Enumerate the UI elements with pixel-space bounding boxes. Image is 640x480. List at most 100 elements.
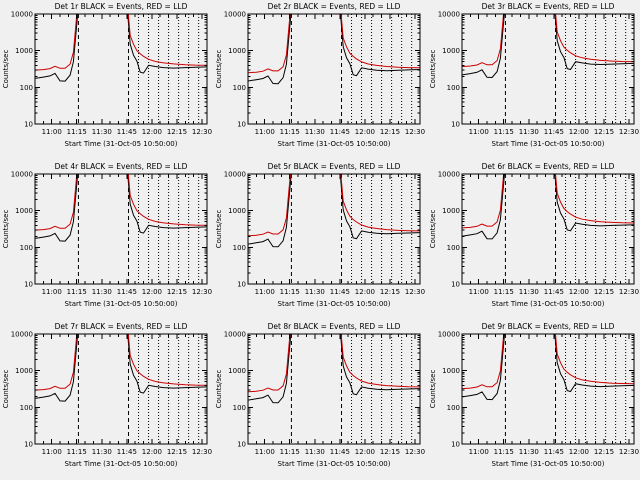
x-tick-label: 12:15 [380,288,400,296]
panel-title: Det 6r BLACK = Events, RED = LLD [481,162,614,171]
panel-title: Det 2r BLACK = Events, RED = LLD [268,2,401,11]
y-axis-label: Counts/sec [215,370,223,409]
x-tick-label: 11:15 [493,288,513,296]
y-tick-label: 100 [446,84,459,92]
x-tick-label: 12:15 [167,448,187,456]
plot-area [461,174,634,284]
x-tick-label: 12:30 [619,448,639,456]
x-axis-label: Start Time (31-Oct-05 10:50:00) [278,460,391,468]
y-tick-label: 1000 [229,367,247,375]
y-tick-label: 100 [233,84,246,92]
x-tick-label: 11:00 [468,288,488,296]
plot-area [35,174,207,284]
y-tick-label: 10 [237,121,246,129]
chart-panel-det-4r: 11:00 11:15 11:30 11:45 12:00 12:15 12:30 10 100… [0,160,213,320]
y-tick-label: 100 [446,244,459,252]
x-tick-label: 12:15 [380,448,400,456]
events-line [248,174,421,248]
y-tick-label: 10000 [224,331,246,339]
y-tick-label: 10000 [11,11,33,19]
y-tick-label: 10 [451,121,460,129]
x-tick-label: 11:00 [255,128,275,136]
events-line [248,14,421,85]
panel-title: Det 3r BLACK = Events, RED = LLD [481,2,614,11]
plot-area [461,14,634,124]
x-axis-label: Start Time (31-Oct-05 10:50:00) [278,140,391,148]
x-tick-label: 12:15 [167,128,187,136]
y-axis-label: Counts/sec [215,50,223,89]
y-tick-label: 100 [20,84,33,92]
x-tick-label: 11:00 [468,448,488,456]
axis-box [34,173,208,285]
x-tick-label: 11:30 [518,288,538,296]
plot-svg: 11:00 11:15 11:30 11:45 12:00 12:15 12:30 10 100… [429,2,639,148]
chart-panel-det-6r: 11:00 11:15 11:30 11:45 12:00 12:15 12:30 10 100… [427,160,640,320]
x-tick-label: 12:00 [568,128,588,136]
x-tick-label: 11:30 [305,448,325,456]
x-tick-label: 11:15 [280,448,300,456]
x-tick-label: 11:00 [255,448,275,456]
y-tick-label: 10 [24,441,33,449]
y-tick-label: 10 [451,441,460,449]
y-tick-label: 10000 [11,171,33,179]
chart-panel-det-1r: 11:00 11:15 11:30 11:45 12:00 12:15 12:30 10 100… [0,0,213,160]
x-tick-label: 12:00 [568,288,588,296]
x-tick-label: 11:15 [280,128,300,136]
x-tick-label: 12:30 [192,448,212,456]
plot-area [35,14,207,124]
y-tick-label: 1000 [15,367,33,375]
y-tick-label: 1000 [442,207,460,215]
axis-box [247,173,421,285]
y-axis-label: Counts/sec [2,370,10,409]
events-line [35,14,207,82]
x-tick-label: 11:30 [305,128,325,136]
x-tick-label: 11:30 [518,448,538,456]
y-tick-label: 10 [24,281,33,289]
x-tick-label: 11:00 [255,288,275,296]
x-tick-label: 11:00 [42,448,62,456]
x-tick-label: 12:30 [619,128,639,136]
y-tick-label: 100 [446,404,459,412]
x-tick-label: 11:15 [67,128,87,136]
y-tick-label: 10 [24,121,33,129]
x-tick-label: 12:30 [192,128,212,136]
lld-line [35,334,207,391]
plot-area [248,334,421,444]
y-axis-label: Counts/sec [429,370,437,409]
events-line [461,174,634,240]
axis-box [34,13,208,125]
x-axis-label: Start Time (31-Oct-05 10:50:00) [491,140,604,148]
plot-svg: 11:00 11:15 11:30 11:45 12:00 12:15 12:30 10 100… [429,162,639,308]
x-tick-label: 12:15 [594,448,614,456]
plot-area [248,174,421,284]
axis-box [461,333,635,445]
y-axis-label: Counts/sec [2,210,10,249]
events-line [35,334,207,402]
plot-svg: 11:00 11:15 11:30 11:45 12:00 12:15 12:30 10 100… [215,322,425,468]
y-axis-label: Counts/sec [2,50,10,89]
plot-svg: 11:00 11:15 11:30 11:45 12:00 12:15 12:30 10 100… [2,162,212,308]
plot-svg: 11:00 11:15 11:30 11:45 12:00 12:15 12:30 10 100… [215,162,425,308]
axis-box [247,333,421,445]
lld-line [248,334,421,393]
chart-panel-det-7r: 11:00 11:15 11:30 11:45 12:00 12:15 12:30 10 100… [0,320,213,480]
x-tick-label: 11:15 [280,288,300,296]
x-tick-label: 12:00 [355,448,375,456]
plot-svg: 11:00 11:15 11:30 11:45 12:00 12:15 12:30 10 100… [2,322,212,468]
x-tick-label: 12:30 [619,288,639,296]
x-tick-label: 11:45 [117,448,137,456]
lld-line [248,174,421,237]
x-tick-label: 12:00 [355,128,375,136]
y-tick-label: 1000 [15,47,33,55]
y-tick-label: 10 [237,281,246,289]
y-tick-label: 1000 [442,47,460,55]
x-tick-label: 11:45 [330,448,350,456]
chart-panel-det-9r: 11:00 11:15 11:30 11:45 12:00 12:15 12:30 10 100… [427,320,640,480]
x-tick-label: 12:15 [380,128,400,136]
y-tick-label: 1000 [442,367,460,375]
events-line [248,334,421,404]
panel-title: Det 8r BLACK = Events, RED = LLD [268,322,401,331]
chart-panel-det-8r: 11:00 11:15 11:30 11:45 12:00 12:15 12:30 10 100… [213,320,426,480]
x-tick-label: 11:45 [117,128,137,136]
panel-title: Det 7r BLACK = Events, RED = LLD [55,322,188,331]
